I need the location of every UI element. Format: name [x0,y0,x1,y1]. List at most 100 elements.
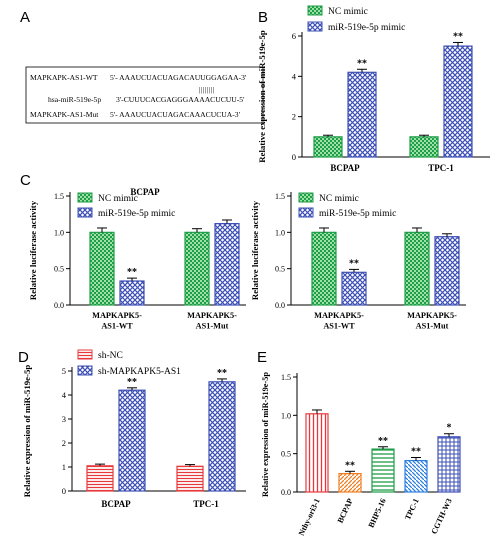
y-tick-label: 0.5 [275,265,285,274]
x-tick-label: CGTH-W3 [429,497,453,535]
y-axis-label: Relative expression of miR-519e-5p [257,30,267,163]
legend-swatch [298,192,314,203]
significance-label: * [447,423,452,434]
significance-label: ** [345,460,355,471]
bar [86,465,114,492]
panel-letter-e: E [257,349,267,366]
y-tick-label: 0.5 [281,450,291,459]
bar [404,231,430,306]
y-tick-label: 1.0 [275,228,285,237]
chart-c1: 0.0 0.5 1.0 1.5 Relative luciferase activity… [28,187,246,330]
bar [434,236,460,306]
y-tick-label: 1.0 [54,228,64,237]
panel-letter-a: A [20,9,30,26]
bar [89,231,115,306]
legend-label: sh-MAPKAPK5-AS1 [98,367,181,377]
legend-swatch [77,192,93,203]
x-tick-label: MAPKAPK5-AS1-Mut [187,311,237,330]
significance-label: ** [127,267,137,278]
x-tick-label: TPC-1 [403,497,421,521]
bar [184,231,210,306]
y-tick-label: 0.0 [54,301,64,310]
bar [214,223,240,306]
y-tick-label: 2 [292,112,296,122]
significance-label: ** [378,436,388,447]
y-tick-label: 6 [292,31,296,41]
x-tick-label: BCPAP [330,163,360,173]
panel-letter-d: D [18,349,29,366]
bar [404,459,428,493]
bar [311,231,337,306]
legend-swatch [298,207,314,218]
y-tick-label: 1.5 [275,192,285,201]
mut-label: MAPKAPK-AS1-Mut [30,110,99,119]
legend-label: miR-519e-5p mimic [328,23,405,33]
x-tick-label: BCPAP [336,497,355,525]
sequence-box-border [25,66,264,124]
panel-letter-b: B [258,9,268,26]
y-tick-label: 3 [62,414,66,424]
bar [208,381,236,492]
chart-c2: 0.0 0.5 1.0 1.5 Relative luciferase activity… [250,192,466,330]
wt-label: MAPKAPK-AS1-WT [30,73,98,82]
x-tick-label: MAPKAPK5-AS1-Mut [407,311,457,330]
significance-label: ** [453,31,463,42]
legend-label: sh-NC [98,351,123,361]
significance-label: ** [349,258,359,269]
y-tick-label: 2 [62,438,66,448]
panel-letter-c: C [20,172,31,189]
bar [341,271,367,306]
bar [118,389,146,492]
legend-label: NC mimic [319,194,359,204]
bar [443,45,473,158]
y-tick-label: 0.0 [275,301,285,310]
x-tick-label: BCPAP [101,499,131,509]
significance-label: ** [357,58,367,69]
bar [119,280,145,306]
y-axis-label: Relative luciferase activity [28,200,38,300]
y-tick-label: 0.5 [54,265,64,274]
bar [313,136,343,158]
x-tick-label: BHP5-16 [367,497,388,529]
sequence-box: MAPKAPK-AS1-WT 5'- AAAUCUACUAGACAUUGGAGA… [25,66,264,124]
y-tick-label: 0.0 [281,488,291,497]
bar [176,465,204,492]
bar [371,448,395,493]
significance-label: ** [217,368,227,379]
wt-sequence: 5'- AAAUCUACUAGACAUUGGAGAA-3' [110,73,247,82]
y-axis-label: Relative expression of miR-519e-5p [261,372,270,497]
legend-swatch [77,365,93,376]
legend-swatch [77,207,93,218]
y-tick-label: 1.5 [281,373,291,382]
pairing-bars: |||||||| [199,85,214,94]
y-tick-label: 4 [62,390,67,400]
y-tick-label: 4 [292,71,297,81]
y-axis-label: Relative luciferase activity [250,200,260,300]
chart-d: 0 1 2 3 4 5 Relative expression of miR-519e-5p… [22,349,246,509]
significance-label: ** [411,447,421,458]
chart-e: 0.0 0.5 1.0 1.5 Relative expression of miR-5… [261,372,461,537]
bar [338,473,362,493]
y-tick-label: 5 [62,366,66,376]
legend-label: miR-519e-5p mimic [319,209,396,219]
chart-title: BCPAP [130,187,160,197]
bar [305,413,329,493]
y-tick-label: 1.0 [281,411,291,420]
bar [347,71,377,158]
significance-label: ** [127,377,137,388]
mir-sequence: 3'-CUUUCACGAGGGAAAACUCUU-5' [116,95,245,104]
bar [409,136,439,158]
legend-swatch [307,5,323,16]
legend-swatch [77,349,93,360]
mut-sequence: 5'- AAAUCUACUAGACAAACUCUA-3' [110,110,241,119]
legend-label: NC mimic [98,194,138,204]
y-tick-label: 1 [62,462,66,472]
x-tick-label: MAPKAPK5-AS1-WT [314,311,364,330]
y-axis-label: Relative expression of miR-519e-5p [22,365,32,498]
bar [437,436,461,493]
y-tick-label: 0 [62,486,66,496]
x-tick-label: MAPKAPK5-AS1-WT [92,311,142,330]
y-tick-label: 1.5 [54,192,64,201]
mir-label: hsa-miR-519e-5p [48,95,101,104]
